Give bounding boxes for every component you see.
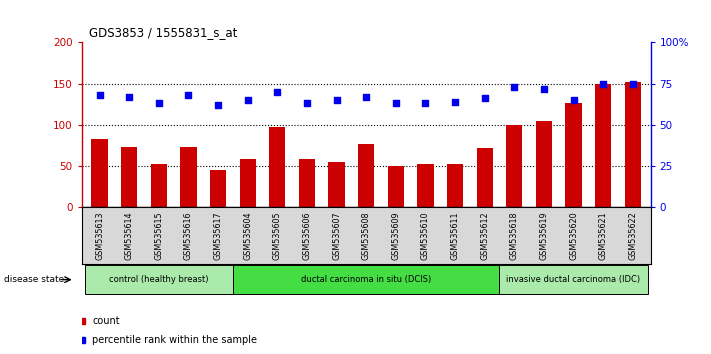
Text: GSM535610: GSM535610 [421,212,430,260]
Text: invasive ductal carcinoma (IDC): invasive ductal carcinoma (IDC) [506,275,641,284]
Point [479,96,491,101]
Bar [181,147,196,207]
Text: GSM535607: GSM535607 [332,212,341,260]
Point [627,81,638,86]
Point [568,97,579,103]
Bar [387,166,404,207]
Text: count: count [92,316,120,326]
Bar [233,266,499,294]
Point [360,94,372,99]
Point [538,86,550,91]
Bar [417,164,434,207]
Bar [240,159,256,207]
Point [272,89,283,95]
Bar [447,164,463,207]
Bar [565,103,582,207]
Point [419,101,431,106]
Text: GSM535613: GSM535613 [95,212,104,260]
Bar [299,159,315,207]
Point [213,102,224,108]
Text: GSM535611: GSM535611 [451,212,459,260]
Text: GSM535604: GSM535604 [243,212,252,260]
Bar [506,125,523,207]
Point [449,99,461,104]
Bar [269,127,285,207]
Point [390,101,402,106]
Bar [625,82,641,207]
Text: GSM535621: GSM535621 [599,212,608,260]
Bar [85,266,233,294]
Text: GSM535618: GSM535618 [510,212,519,260]
Bar [476,148,493,207]
Text: GSM535606: GSM535606 [302,212,311,260]
Text: GSM535614: GSM535614 [124,212,134,260]
Text: GSM535616: GSM535616 [184,212,193,260]
Bar [358,144,374,207]
Text: GSM535615: GSM535615 [154,212,164,260]
Bar [210,170,226,207]
Text: GSM535608: GSM535608 [362,212,370,260]
Bar [536,121,552,207]
Point [183,92,194,98]
Text: GSM535609: GSM535609 [391,212,400,260]
Point [597,81,609,86]
Text: control (healthy breast): control (healthy breast) [109,275,208,284]
Point [94,92,105,98]
Bar [595,84,611,207]
Text: GSM535622: GSM535622 [629,212,637,261]
Bar [121,147,137,207]
Bar [499,266,648,294]
Bar [328,162,345,207]
Text: GSM535619: GSM535619 [540,212,548,260]
Point [301,101,313,106]
Point [124,94,135,99]
Point [508,84,520,90]
Text: GSM535617: GSM535617 [213,212,223,260]
Text: percentile rank within the sample: percentile rank within the sample [92,335,257,345]
Bar [92,139,107,207]
Text: GDS3853 / 1555831_s_at: GDS3853 / 1555831_s_at [89,26,237,39]
Text: GSM535620: GSM535620 [569,212,578,260]
Text: ductal carcinoma in situ (DCIS): ductal carcinoma in situ (DCIS) [301,275,432,284]
Text: disease state: disease state [4,275,64,284]
Bar [151,164,167,207]
Point [242,97,253,103]
Point [331,97,342,103]
Text: GSM535605: GSM535605 [273,212,282,260]
Point [153,101,164,106]
Text: GSM535612: GSM535612 [480,212,489,260]
